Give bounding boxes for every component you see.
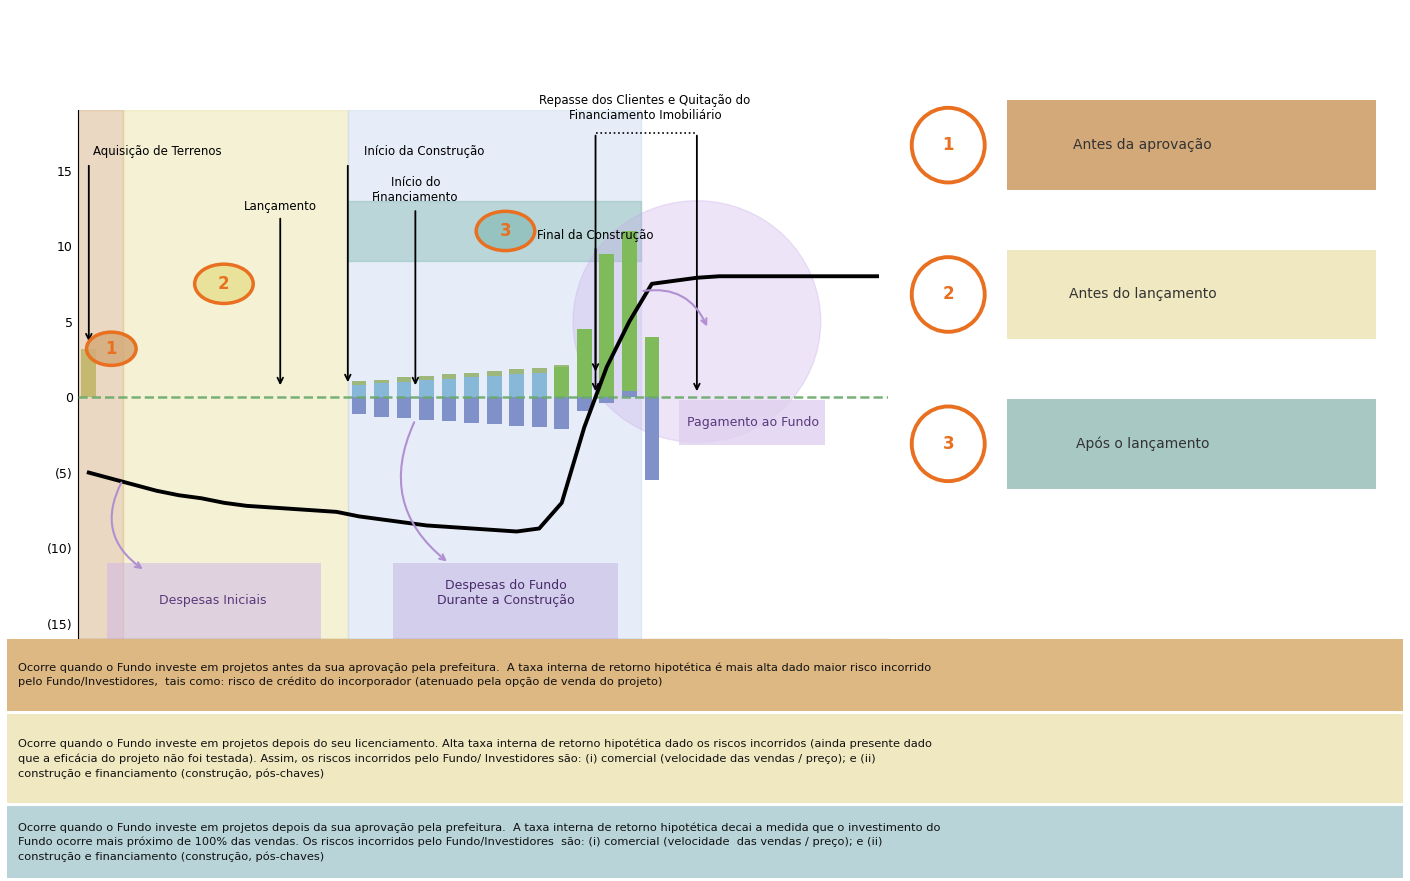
Bar xyxy=(441,379,457,397)
Text: 3: 3 xyxy=(499,222,512,240)
FancyBboxPatch shape xyxy=(1007,399,1376,489)
Bar xyxy=(374,397,389,417)
Bar xyxy=(441,397,457,421)
Bar xyxy=(644,337,658,397)
FancyBboxPatch shape xyxy=(7,806,1403,878)
Bar xyxy=(644,393,658,397)
Bar xyxy=(554,397,570,429)
Text: 3: 3 xyxy=(942,435,955,453)
Text: Ocorre quando o Fundo investe em projetos depois do seu licenciamento. Alta taxa: Ocorre quando o Fundo investe em projeto… xyxy=(18,738,932,779)
Bar xyxy=(82,349,96,397)
Text: 1: 1 xyxy=(106,340,117,358)
Bar xyxy=(351,397,367,414)
Bar xyxy=(348,110,640,639)
Circle shape xyxy=(195,264,254,303)
Bar xyxy=(532,367,547,373)
Bar xyxy=(351,385,367,397)
Bar xyxy=(554,370,570,397)
Bar xyxy=(486,397,502,425)
Circle shape xyxy=(477,211,534,250)
Ellipse shape xyxy=(572,201,821,442)
Text: Despesas Iniciais: Despesas Iniciais xyxy=(159,595,266,608)
Bar xyxy=(622,391,637,397)
Text: Final da Construção: Final da Construção xyxy=(537,228,654,241)
Text: 1: 1 xyxy=(942,137,955,154)
Text: Após o lançamento: Após o lançamento xyxy=(1076,437,1210,451)
Bar xyxy=(396,377,412,382)
Bar xyxy=(577,383,592,397)
Bar xyxy=(78,110,123,639)
Text: 2: 2 xyxy=(942,285,955,303)
FancyBboxPatch shape xyxy=(7,714,1403,803)
Bar xyxy=(351,381,367,385)
Bar xyxy=(599,254,615,397)
Legend: Construção, Despesas, Terreno, Empréstimo Bancário, Receita, Cumulativo: Construção, Despesas, Terreno, Empréstim… xyxy=(141,746,825,770)
Bar xyxy=(441,374,457,379)
Bar xyxy=(554,366,570,397)
Bar xyxy=(644,397,658,480)
FancyBboxPatch shape xyxy=(7,639,1403,711)
Bar xyxy=(396,382,412,397)
Circle shape xyxy=(912,406,984,481)
Bar xyxy=(554,365,570,370)
Bar xyxy=(486,376,502,397)
Bar xyxy=(509,374,525,397)
Circle shape xyxy=(912,257,984,332)
Bar xyxy=(123,110,348,639)
Text: Antes do lançamento: Antes do lançamento xyxy=(1069,287,1217,301)
Bar xyxy=(419,376,434,381)
Bar xyxy=(599,397,615,403)
Bar xyxy=(532,373,547,397)
Text: Repasse dos Clientes e Quitação do
Financiamento Imobiliário: Repasse dos Clientes e Quitação do Finan… xyxy=(540,94,750,122)
Bar xyxy=(464,373,479,377)
Text: Pagamento ao Fundo: Pagamento ao Fundo xyxy=(687,416,819,429)
FancyBboxPatch shape xyxy=(678,400,825,446)
Bar xyxy=(486,371,502,376)
FancyBboxPatch shape xyxy=(1007,100,1376,190)
X-axis label: Meses: Meses xyxy=(455,663,510,677)
Bar xyxy=(374,380,389,383)
Bar xyxy=(464,377,479,397)
Bar xyxy=(464,397,479,423)
Bar xyxy=(577,381,592,383)
Bar xyxy=(374,383,389,397)
Text: Despesas do Fundo
Durante a Construção: Despesas do Fundo Durante a Construção xyxy=(437,580,574,607)
Circle shape xyxy=(86,332,137,366)
Bar xyxy=(577,329,592,397)
Text: Ocorre quando o Fundo investe em projetos depois da sua aprovação pela prefeitur: Ocorre quando o Fundo investe em projeto… xyxy=(18,822,940,862)
Bar xyxy=(348,201,640,261)
FancyBboxPatch shape xyxy=(107,563,321,639)
Text: Início do
Financiamento: Início do Financiamento xyxy=(372,176,458,204)
Text: Aquisição de Terrenos: Aquisição de Terrenos xyxy=(93,145,221,159)
FancyBboxPatch shape xyxy=(1007,249,1376,339)
Bar xyxy=(532,397,547,427)
Text: Antes da aprovação: Antes da aprovação xyxy=(1073,138,1213,152)
Bar xyxy=(419,381,434,397)
Bar xyxy=(577,397,592,411)
Bar xyxy=(509,397,525,426)
Text: Lançamento: Lançamento xyxy=(244,200,317,213)
Text: Início da Construção: Início da Construção xyxy=(364,145,484,159)
FancyBboxPatch shape xyxy=(393,563,618,639)
Text: 2: 2 xyxy=(219,275,230,292)
Text: Ocorre quando o Fundo investe em projetos antes da sua aprovação pela prefeitura: Ocorre quando o Fundo investe em projeto… xyxy=(18,663,932,687)
Bar xyxy=(509,369,525,374)
Bar xyxy=(622,231,637,397)
Circle shape xyxy=(912,107,984,182)
Bar xyxy=(396,397,412,418)
Bar xyxy=(419,397,434,419)
